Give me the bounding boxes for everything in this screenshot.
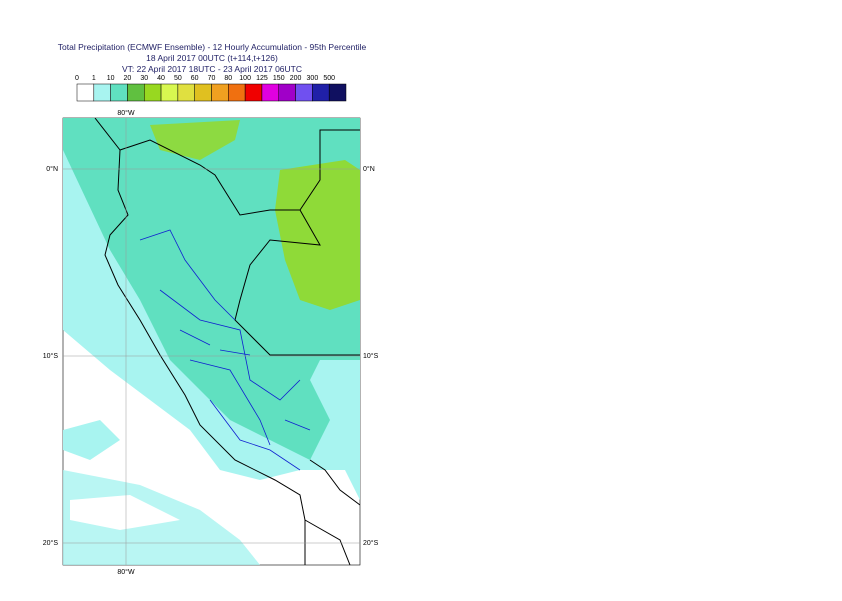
legend-swatch — [160, 83, 179, 102]
legend-swatch — [261, 83, 279, 102]
legend-label: 20 — [124, 75, 132, 82]
legend-label: 150 — [273, 75, 285, 82]
lat-label: 20°S — [363, 539, 379, 547]
legend-label: 10 — [107, 75, 115, 82]
legend-swatch — [211, 83, 229, 102]
legend-label: 50 — [174, 75, 182, 82]
legend-swatch — [278, 83, 296, 102]
precipitation-field — [63, 118, 360, 565]
legend-label: 40 — [157, 75, 165, 82]
legend-label: 30 — [140, 75, 148, 82]
title-block: Total Precipitation (ECMWF Ensemble) - 1… — [58, 42, 367, 74]
legend-label: 500 — [323, 75, 335, 82]
legend-swatch — [244, 83, 263, 102]
legend-label: 100 — [239, 75, 251, 82]
lat-label: 0°N — [46, 165, 58, 173]
legend-label: 300 — [307, 75, 319, 82]
legend-swatch — [228, 83, 246, 102]
title: Total Precipitation (ECMWF Ensemble) - 1… — [58, 42, 367, 52]
lon-label: 80°W — [117, 568, 135, 576]
legend-label: 125 — [256, 75, 268, 82]
lon-label: 80°W — [117, 109, 135, 117]
graticule — [63, 118, 360, 565]
legend-label: 200 — [290, 75, 302, 82]
legend-swatch — [127, 83, 145, 102]
legend-swatch — [93, 83, 111, 102]
legend-label: 60 — [191, 75, 199, 82]
legend-swatch — [312, 83, 330, 102]
lat-label: 10°S — [363, 352, 379, 360]
legend-label: 80 — [224, 75, 232, 82]
boundaries — [94, 118, 360, 565]
legend-swatch — [144, 83, 162, 102]
legend-swatch — [76, 83, 95, 102]
legend-swatch — [328, 83, 347, 102]
map: 80°W 80°W 0°N 10°S 20°S 0°N 10°S 20°S — [43, 109, 379, 576]
legend-label: 0 — [75, 75, 79, 82]
legend-swatch — [295, 83, 313, 102]
subtitle: 18 April 2017 00UTC (t+114,t+126) — [146, 53, 278, 63]
lat-label: 20°S — [43, 539, 59, 547]
legend-swatch — [110, 83, 128, 102]
lat-label: 0°N — [363, 165, 375, 173]
legend-swatch — [194, 83, 212, 102]
lat-label: 10°S — [43, 352, 59, 360]
subtitle: VT: 22 April 2017 18UTC - 23 April 2017 … — [122, 64, 302, 74]
legend: 0 1 10 20 30 40 50 60 70 80 100 125 150 200 300 500 — [75, 75, 347, 102]
legend-swatch — [177, 83, 195, 102]
legend-label: 1 — [92, 75, 96, 82]
legend-label: 70 — [208, 75, 216, 82]
